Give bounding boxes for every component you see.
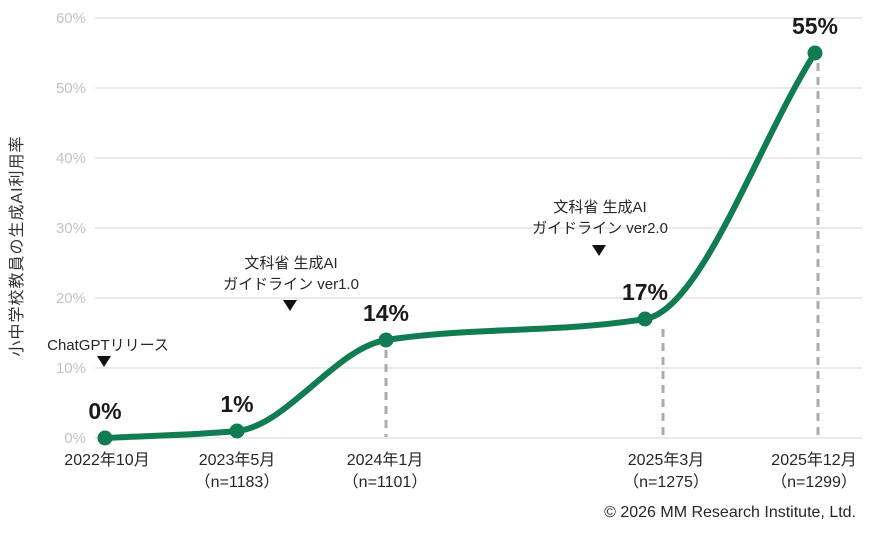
data-point: [637, 311, 653, 327]
value-label: 14%: [363, 300, 409, 326]
y-tick-label: 10%: [56, 360, 86, 377]
data-point: [229, 423, 245, 439]
y-tick-label: 0%: [64, 430, 86, 447]
x-tick-sublabel: （n=1275）: [623, 473, 709, 491]
annotation-arrow-icon: [97, 356, 111, 367]
data-point: [807, 45, 823, 61]
y-tick-label: 30%: [56, 220, 86, 237]
copyright: © 2026 MM Research Institute, Ltd.: [604, 504, 856, 521]
x-tick-label: 2022年10月: [64, 451, 149, 469]
series-line: [102, 50, 818, 441]
value-label: 17%: [622, 279, 668, 305]
x-tick-label: 2025年3月: [628, 451, 705, 469]
x-tick-sublabel: （n=1101）: [343, 473, 428, 491]
x-tick-sublabel: （n=1183）: [195, 473, 280, 491]
value-label: 1%: [220, 391, 253, 417]
x-tick-label: 2023年5月: [199, 451, 276, 469]
annotation-arrow-icon: [592, 245, 606, 256]
y-tick-label: 50%: [56, 80, 86, 97]
y-tick-label: 40%: [56, 150, 86, 167]
x-tick-label: 2025年12月: [771, 451, 856, 469]
data-point: [378, 332, 394, 348]
annotation-text: 文科省 生成AI: [244, 255, 337, 272]
y-tick-label: 20%: [56, 290, 86, 307]
annotation-text: ガイドライン ver1.0: [223, 276, 359, 293]
x-tick-label: 2024年1月: [347, 451, 424, 469]
annotation-arrow-icon: [283, 300, 297, 311]
annotation-text: ChatGPTリリース: [47, 337, 169, 354]
annotation-text: ガイドライン ver2.0: [532, 220, 668, 237]
value-label: 55%: [792, 13, 838, 39]
y-tick-label: 60%: [56, 10, 86, 27]
annotation-text: 文科省 生成AI: [553, 199, 646, 216]
data-point: [97, 430, 113, 446]
x-tick-sublabel: （n=1299）: [771, 473, 857, 491]
value-label: 0%: [88, 398, 121, 424]
